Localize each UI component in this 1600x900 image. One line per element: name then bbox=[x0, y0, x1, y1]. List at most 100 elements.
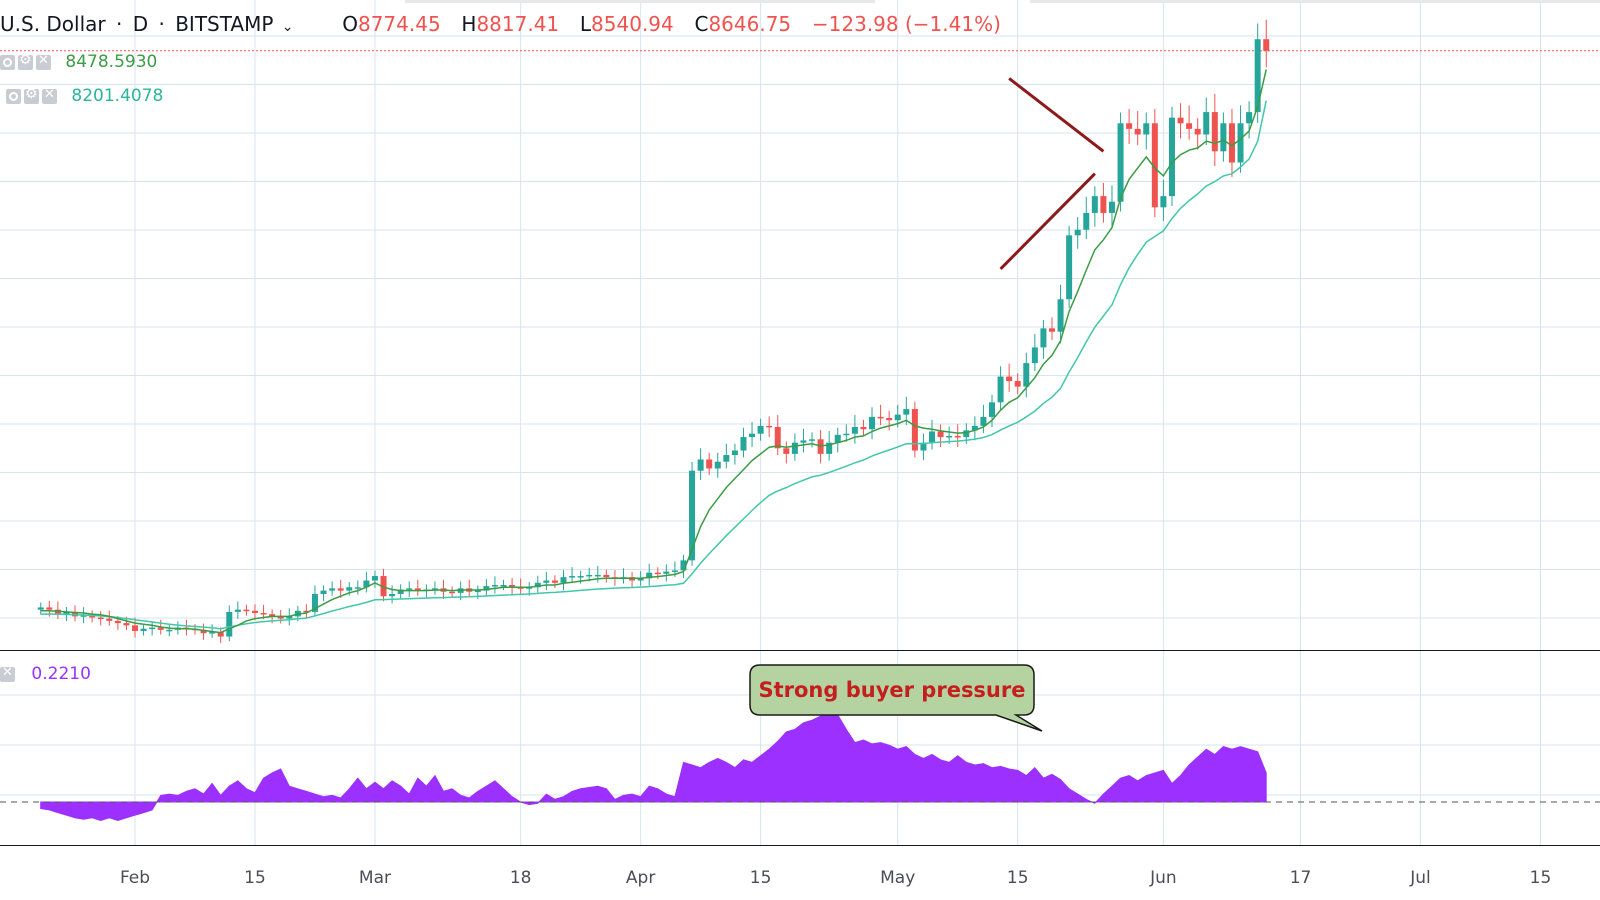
legend-separator: · bbox=[116, 12, 123, 36]
candle-body bbox=[766, 425, 773, 428]
candle-body bbox=[577, 576, 584, 578]
candle-body bbox=[406, 588, 413, 590]
close-value: 8646.75 bbox=[708, 12, 792, 36]
indicator-row-fast[interactable]: 8478.5930 bbox=[0, 52, 157, 72]
candle-body bbox=[1083, 212, 1090, 230]
candle-body bbox=[1048, 328, 1055, 332]
x-tick-label: 15 bbox=[244, 868, 266, 888]
candle-body bbox=[1023, 363, 1030, 387]
candle-body bbox=[1263, 39, 1270, 51]
chevron-down-icon[interactable]: ⌄ bbox=[281, 19, 294, 35]
candle-body bbox=[569, 576, 576, 578]
legend-separator: · bbox=[158, 12, 165, 36]
candle-body bbox=[286, 616, 293, 619]
candle-body bbox=[251, 610, 258, 614]
candle-body bbox=[826, 442, 833, 454]
candle-body bbox=[534, 582, 541, 588]
eye-icon[interactable] bbox=[0, 54, 15, 70]
gear-icon[interactable] bbox=[24, 86, 39, 104]
candle-body bbox=[877, 416, 884, 419]
candle-body bbox=[449, 591, 456, 594]
candle-body bbox=[346, 587, 353, 591]
candle-body bbox=[774, 426, 781, 449]
close-label: C bbox=[694, 12, 709, 36]
x-tick-label: 17 bbox=[1290, 868, 1312, 888]
eye-icon[interactable] bbox=[6, 88, 21, 104]
x-tick-label: Mar bbox=[359, 868, 391, 888]
candle-body bbox=[1074, 229, 1081, 236]
candle-body bbox=[1108, 201, 1115, 213]
candle-body bbox=[1203, 112, 1210, 135]
candle-body bbox=[1186, 123, 1193, 129]
candle-body bbox=[354, 587, 361, 589]
indicator-row-slow[interactable]: 8201.4078 bbox=[6, 86, 163, 106]
candle-body bbox=[706, 459, 713, 469]
candle-body bbox=[363, 580, 370, 588]
exchange-label[interactable]: BITSTAMP bbox=[175, 12, 274, 36]
candle-body bbox=[1168, 117, 1175, 197]
candle-body bbox=[723, 455, 730, 462]
candle-body bbox=[997, 376, 1004, 403]
candle-body bbox=[517, 587, 524, 589]
candle-body bbox=[946, 435, 953, 438]
candle-body bbox=[1066, 235, 1073, 300]
candle-body bbox=[1100, 196, 1107, 213]
candle-body bbox=[1177, 117, 1184, 124]
oscillator-legend[interactable]: 0.2210 bbox=[0, 664, 91, 684]
low-label: L bbox=[579, 12, 592, 36]
change-value: −123.98 (−1.41%) bbox=[811, 12, 1001, 36]
interval-label[interactable]: D bbox=[132, 12, 149, 36]
toolbar-edge bbox=[1030, 0, 1600, 3]
candle-body bbox=[963, 430, 970, 438]
candle-body bbox=[474, 590, 481, 593]
candle-body bbox=[689, 470, 696, 561]
candle-body bbox=[1126, 123, 1133, 129]
candle-body bbox=[869, 416, 876, 430]
candle-body bbox=[114, 620, 121, 624]
callout-bubble[interactable] bbox=[749, 664, 1043, 732]
close-icon[interactable] bbox=[42, 87, 57, 104]
close-icon[interactable] bbox=[36, 53, 51, 70]
candle-body bbox=[843, 433, 850, 436]
oscillator-area bbox=[40, 704, 1267, 822]
candle-body bbox=[757, 425, 764, 434]
candle-body bbox=[671, 570, 678, 572]
candle-body bbox=[277, 616, 284, 619]
candle-body bbox=[1040, 328, 1047, 348]
x-tick-label: 15 bbox=[1007, 868, 1029, 888]
candle-body bbox=[1057, 299, 1064, 332]
candle-body bbox=[1151, 123, 1158, 208]
candle-body bbox=[149, 627, 156, 630]
candle-body bbox=[800, 440, 807, 443]
candle-body bbox=[526, 587, 533, 589]
candle-body bbox=[269, 614, 276, 617]
candle-body bbox=[320, 590, 327, 594]
x-tick-label: Apr bbox=[626, 868, 655, 888]
low-value: 8540.94 bbox=[591, 12, 674, 36]
close-icon[interactable] bbox=[0, 665, 15, 682]
candle-body bbox=[654, 572, 661, 575]
toolbar-edge bbox=[405, 0, 875, 3]
x-tick-label: Feb bbox=[120, 868, 150, 888]
gear-icon[interactable] bbox=[18, 52, 33, 70]
candle-body bbox=[431, 588, 438, 590]
candle-body bbox=[586, 574, 593, 577]
candle-body bbox=[646, 572, 653, 579]
candle-body bbox=[989, 402, 995, 417]
candle-body bbox=[63, 611, 70, 615]
triangle-lower-trendline[interactable] bbox=[999, 172, 1096, 271]
candle-body bbox=[200, 629, 207, 634]
candle-body bbox=[483, 586, 490, 591]
triangle-upper-trendline[interactable] bbox=[1008, 77, 1105, 153]
candle-body bbox=[1160, 196, 1167, 208]
symbol-name[interactable]: U.S. Dollar bbox=[0, 12, 106, 36]
candle-body bbox=[414, 588, 421, 591]
candle-body bbox=[500, 585, 507, 587]
candle-body bbox=[157, 627, 164, 630]
candle-body bbox=[551, 580, 558, 583]
symbol-legend[interactable]: U.S. Dollar · D · BITSTAMP ⌄ O8774.45 H8… bbox=[0, 12, 1001, 36]
candle-body bbox=[783, 448, 790, 454]
high-label: H bbox=[461, 12, 477, 36]
